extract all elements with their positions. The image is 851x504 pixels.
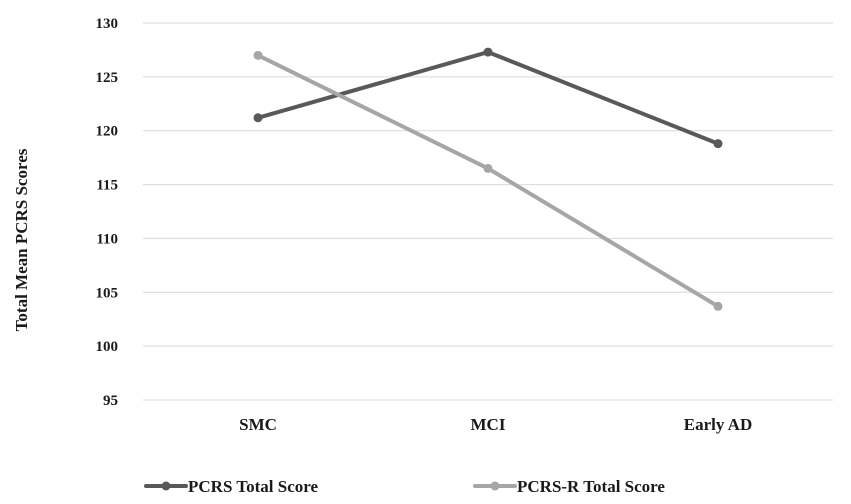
series-line-2 <box>256 53 720 309</box>
y-tick-label: 125 <box>96 70 119 86</box>
gridlines <box>143 22 833 401</box>
y-tick-label: 130 <box>96 16 119 32</box>
y-tick-label: 120 <box>96 124 119 140</box>
series-group <box>253 47 723 311</box>
data-point <box>713 139 723 149</box>
y-tick-label: 115 <box>96 178 118 194</box>
y-tick-label: 110 <box>96 231 118 247</box>
data-point <box>713 301 723 311</box>
x-category-label: SMC <box>239 415 277 434</box>
series-line-1 <box>256 50 720 146</box>
data-point <box>253 113 263 123</box>
data-point <box>483 163 493 173</box>
x-category-label: MCI <box>471 415 506 434</box>
y-tick-label: 100 <box>96 339 119 355</box>
legend-marker <box>161 481 171 491</box>
legend-label: PCRS Total Score <box>188 477 318 496</box>
y-tick-label: 105 <box>96 285 119 301</box>
y-tick-labels: 95 100 105 110 115 120 125 130 <box>96 16 119 409</box>
legend: PCRS Total Score PCRS-R Total Score <box>144 477 665 496</box>
legend-label: PCRS-R Total Score <box>517 477 665 496</box>
x-category-label: Early AD <box>684 415 752 434</box>
y-tick-label: 95 <box>103 393 118 409</box>
data-point <box>253 50 263 60</box>
y-axis-label: Total Mean PCRS Scores <box>12 148 31 331</box>
data-point <box>483 47 493 57</box>
legend-marker <box>490 481 500 491</box>
x-category-labels: SMC MCI Early AD <box>239 415 752 434</box>
